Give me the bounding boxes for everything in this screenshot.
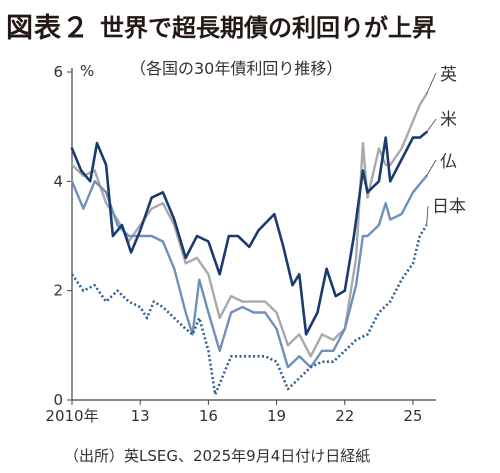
series-label: 米 xyxy=(440,110,457,130)
y-axis-unit: % xyxy=(80,62,95,80)
series-line-3 xyxy=(70,224,428,396)
series-lines xyxy=(70,92,428,396)
x-tick-label: 25 xyxy=(403,407,422,425)
x-tick-label: 13 xyxy=(131,407,150,425)
axes: 0 2 4 6 2010年 13 16 19 22 25 xyxy=(45,63,436,425)
y-tick-label: 0 xyxy=(53,391,63,409)
figure-number: 図表２ xyxy=(6,13,90,44)
y-tick-label: 6 xyxy=(53,63,63,81)
series-line-2 xyxy=(70,174,428,369)
x-tick-label: 22 xyxy=(335,407,354,425)
label-leader-line xyxy=(426,118,437,133)
x-tick-label: 2010年 xyxy=(45,407,98,425)
y-tick-label: 4 xyxy=(53,172,63,190)
series-line-0 xyxy=(70,92,428,358)
label-leader-line xyxy=(426,205,429,226)
x-tick-label: 16 xyxy=(199,407,218,425)
label-leader-line xyxy=(426,72,437,95)
series-line-1 xyxy=(70,130,428,336)
chart-subtitle: （各国の30年債利回り推移） xyxy=(130,59,343,78)
chart-title: 世界で超長期債の利回りが上昇 xyxy=(100,14,436,42)
series-label: 仏 xyxy=(440,152,457,172)
x-tick-label: 19 xyxy=(267,407,286,425)
label-leader-line xyxy=(426,159,437,177)
series-label: 英 xyxy=(440,65,457,85)
source-note: （出所）英LSEG、2025年9月4日付け日経紙 xyxy=(64,447,371,465)
y-tick-label: 2 xyxy=(53,282,63,300)
series-label: 日本 xyxy=(432,197,466,217)
figure-title: 図表２ 世界で超長期債の利回りが上昇 xyxy=(6,6,436,46)
